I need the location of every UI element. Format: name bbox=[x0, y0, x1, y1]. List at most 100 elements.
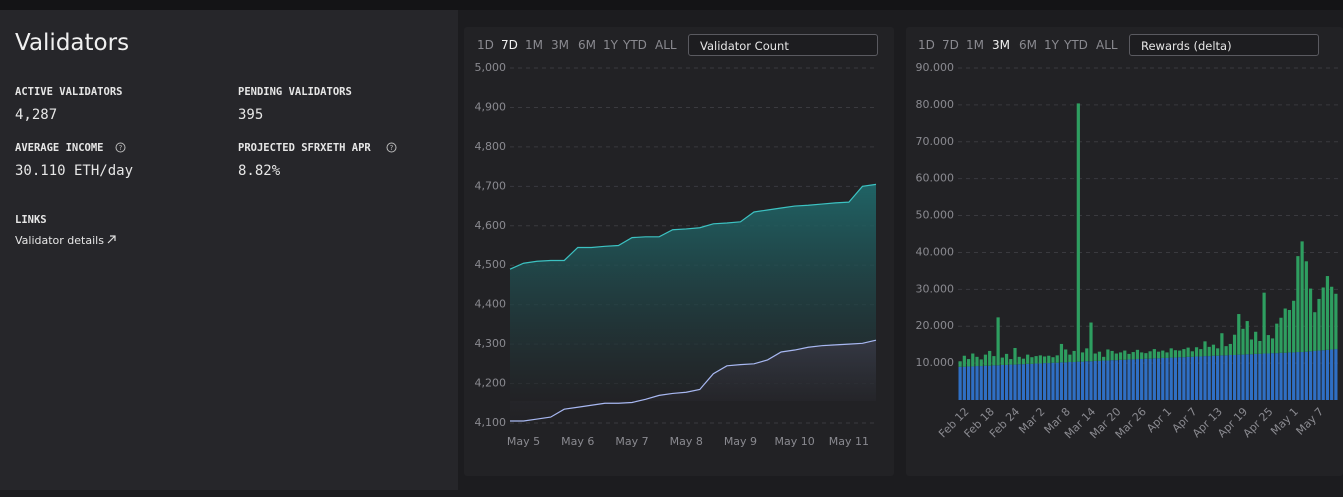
bar bbox=[1270, 353, 1275, 400]
bar bbox=[1093, 353, 1097, 361]
range-button[interactable]: YTD bbox=[623, 38, 647, 52]
bar bbox=[1190, 356, 1194, 400]
bar bbox=[1296, 352, 1300, 400]
range-button[interactable]: ALL bbox=[655, 38, 677, 52]
bar bbox=[1186, 356, 1190, 400]
range-button[interactable]: 1D bbox=[918, 38, 935, 52]
bar bbox=[1055, 355, 1059, 363]
bar bbox=[1127, 353, 1131, 360]
x-tick-label: May 7 bbox=[615, 435, 648, 448]
range-button[interactable]: 7D bbox=[942, 38, 959, 52]
y-tick-label: 4,600 bbox=[475, 219, 507, 232]
bar bbox=[983, 354, 988, 366]
bar bbox=[1249, 339, 1254, 355]
bar bbox=[1004, 364, 1009, 400]
bar bbox=[1030, 357, 1034, 364]
bar bbox=[1127, 359, 1131, 400]
stat-value: 30.110 ETH/day bbox=[15, 163, 134, 179]
range-button[interactable]: 1M bbox=[525, 38, 543, 52]
range-button[interactable]: ALL bbox=[1096, 38, 1118, 52]
range-button[interactable]: 1Y bbox=[603, 38, 618, 52]
line bbox=[510, 339, 877, 422]
bar bbox=[1089, 322, 1093, 362]
x-tick-label: May 11 bbox=[829, 435, 869, 448]
bar bbox=[1228, 343, 1232, 355]
bar bbox=[1165, 357, 1169, 400]
bar bbox=[1080, 361, 1085, 400]
bar bbox=[1097, 351, 1102, 361]
bar bbox=[1203, 356, 1207, 400]
stat-label: PENDING VALIDATORS bbox=[238, 86, 352, 98]
bar bbox=[1224, 355, 1228, 400]
bar bbox=[1228, 354, 1232, 400]
y-tick-label: 90.000 bbox=[916, 61, 955, 74]
y-tick-label: 4,900 bbox=[475, 100, 507, 113]
bar bbox=[996, 365, 1000, 400]
bar bbox=[1182, 349, 1186, 358]
bar bbox=[1275, 323, 1279, 354]
svg-text:?: ? bbox=[119, 144, 123, 152]
bar bbox=[992, 356, 996, 366]
y-tick-label: 30.000 bbox=[916, 282, 955, 295]
bar bbox=[1207, 346, 1211, 357]
bar bbox=[1216, 348, 1220, 356]
bar bbox=[1000, 364, 1004, 400]
range-button[interactable]: 6M bbox=[1019, 38, 1037, 52]
range-button[interactable]: 6M bbox=[578, 38, 596, 52]
validator-link[interactable]: Validator details bbox=[15, 234, 104, 247]
bar bbox=[1076, 361, 1080, 400]
bar bbox=[1211, 355, 1216, 400]
bar bbox=[1106, 349, 1110, 361]
bar bbox=[966, 366, 971, 400]
bar bbox=[1118, 359, 1123, 400]
bar bbox=[988, 350, 992, 366]
range-button[interactable]: YTD bbox=[1064, 38, 1088, 52]
bar bbox=[971, 353, 975, 367]
bar bbox=[1220, 355, 1224, 400]
bar bbox=[1275, 353, 1279, 400]
bar bbox=[988, 365, 992, 400]
range-button[interactable]: 3M bbox=[992, 38, 1010, 52]
range-button[interactable]: 1M bbox=[966, 38, 984, 52]
bar bbox=[1068, 362, 1072, 400]
bar bbox=[962, 355, 966, 367]
bar bbox=[1279, 352, 1283, 400]
bar bbox=[1110, 350, 1114, 361]
range-button[interactable]: 7D bbox=[501, 38, 518, 52]
bar bbox=[1220, 333, 1224, 356]
y-tick-label: 4,500 bbox=[475, 258, 507, 271]
range-button[interactable]: 1D bbox=[477, 38, 494, 52]
metric-selector[interactable]: Validator Count bbox=[688, 34, 878, 56]
bar bbox=[1207, 356, 1211, 400]
bar bbox=[1308, 288, 1313, 352]
bar bbox=[1194, 356, 1199, 400]
bar bbox=[1270, 338, 1275, 354]
bar bbox=[975, 356, 979, 367]
panel-title: Validators bbox=[15, 30, 130, 56]
y-tick-label: 50.000 bbox=[916, 209, 955, 222]
bar bbox=[1042, 356, 1047, 364]
help-icon[interactable]: ? bbox=[115, 142, 126, 153]
bar bbox=[1334, 293, 1338, 350]
bar bbox=[1232, 354, 1237, 400]
bar bbox=[1085, 361, 1089, 400]
external-icon bbox=[107, 235, 116, 244]
bar bbox=[1313, 312, 1317, 351]
help-icon[interactable]: ? bbox=[386, 142, 397, 153]
bar bbox=[1102, 360, 1106, 400]
x-tick-label: May 5 bbox=[507, 435, 540, 448]
stat-label: PROJECTED SFRXETH APR bbox=[238, 142, 371, 154]
bar bbox=[1161, 357, 1165, 400]
bar bbox=[1152, 358, 1156, 400]
bar bbox=[1283, 308, 1287, 353]
bar bbox=[1144, 353, 1148, 359]
bar bbox=[1038, 355, 1042, 364]
range-button[interactable]: 3M bbox=[551, 38, 569, 52]
bar bbox=[1021, 358, 1026, 365]
metric-selector[interactable]: Rewards (delta) bbox=[1129, 34, 1319, 56]
bar bbox=[1325, 276, 1330, 350]
range-button[interactable]: 1Y bbox=[1044, 38, 1059, 52]
y-tick-label: 4,800 bbox=[475, 140, 507, 153]
bar bbox=[1131, 359, 1135, 400]
bar bbox=[1156, 351, 1161, 359]
